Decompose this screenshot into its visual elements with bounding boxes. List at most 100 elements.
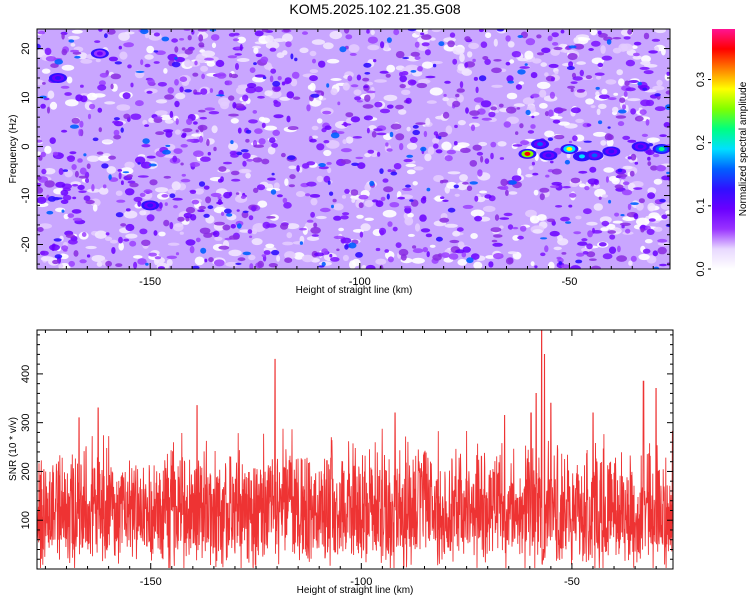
heatmap-speckle [575, 118, 584, 123]
heatmap-speckle [163, 219, 170, 227]
heatmap-speckle [455, 93, 460, 98]
heatmap-speckle [240, 149, 249, 153]
heatmap-speckle [530, 261, 535, 267]
heatmap-speckle [50, 63, 59, 68]
heatmap-speckle [344, 244, 349, 250]
heatmap-speckle [133, 261, 138, 269]
heatmap-speckle [419, 214, 427, 222]
heatmap-speckle [409, 80, 417, 85]
heatmap-speckle [429, 87, 443, 96]
heatmap-speckle [470, 124, 476, 132]
heatmap-speckle [460, 147, 471, 153]
heatmap-y-tick-label: 0 [20, 143, 32, 149]
heatmap-speckle [172, 155, 178, 163]
heatmap-speckle [161, 36, 170, 42]
heatmap-speckle [401, 89, 411, 96]
heatmap-speckle [406, 126, 411, 132]
heatmap-speckle [97, 84, 107, 91]
heatmap-speckle [330, 132, 340, 139]
snr-x-ticks: -150 -100 -50 [44, 330, 657, 588]
heatmap-speckle [191, 265, 200, 269]
heatmap-speckle [184, 89, 193, 93]
heatmap-speckle [554, 134, 565, 140]
heatmap-speckle [254, 86, 263, 93]
heatmap-speckle [616, 255, 627, 262]
heatmap-speckle [621, 224, 625, 229]
heatmap-speckle [283, 202, 292, 209]
heatmap-speckle [341, 195, 347, 199]
heatmap-speckle [264, 90, 273, 97]
heatmap-speckle [173, 205, 178, 209]
heatmap-speckle [330, 78, 342, 81]
heatmap-speckle [570, 88, 574, 93]
heatmap-speckle [309, 50, 317, 57]
heatmap-speckle [567, 53, 578, 60]
heatmap-speckle [386, 193, 390, 200]
heatmap-speckle [420, 197, 427, 204]
heatmap-speckle [548, 109, 554, 117]
heatmap-speckle [665, 210, 670, 215]
heatmap-speckle [295, 191, 306, 197]
heatmap-speckle [490, 227, 502, 233]
heatmap-speckle [194, 188, 204, 195]
heatmap-speckle [321, 91, 325, 97]
heatmap-speckle [324, 125, 332, 130]
heatmap-y-ticks: -20 -10 0 10 20 [20, 28, 670, 265]
heatmap-speckle [505, 61, 511, 66]
heatmap-speckle [306, 104, 311, 112]
heatmap-speckle [61, 64, 75, 71]
heatmap-speckle [536, 34, 542, 39]
heatmap-speckle [575, 215, 582, 220]
heatmap-speckle [350, 84, 359, 88]
heatmap-speckle [37, 227, 44, 232]
heatmap-speckle [78, 190, 87, 193]
heatmap-speckle [62, 249, 68, 252]
heatmap-speckle [272, 80, 281, 87]
heatmap-speckle [120, 223, 127, 227]
heatmap-speckle [185, 239, 196, 246]
heatmap-speckle [506, 92, 518, 100]
heatmap-speckle [619, 222, 631, 226]
heatmap-speckle [284, 251, 296, 260]
heatmap-speckle [490, 106, 498, 111]
heatmap-speckle [444, 80, 451, 84]
heatmap-speckle [500, 178, 508, 187]
heatmap-speckle [43, 97, 50, 101]
heatmap-speckle [552, 42, 559, 46]
heatmap-speckle [47, 106, 50, 114]
heatmap-speckle [314, 90, 323, 93]
heatmap-speckle [624, 80, 630, 86]
heatmap-speckle [271, 142, 278, 148]
heatmap-speckle [204, 258, 208, 263]
heatmap-speckle [416, 82, 428, 89]
heatmap-speckle [506, 106, 517, 114]
heatmap-speckle [339, 46, 347, 53]
heatmap-speckle [110, 83, 114, 90]
heatmap-speckle [333, 235, 344, 240]
heatmap-speckle [507, 80, 514, 84]
heatmap-speckle [387, 221, 393, 227]
heatmap-speckle [524, 63, 528, 66]
heatmap-speckle [272, 129, 281, 136]
heatmap-speckle [135, 156, 146, 164]
heatmap-speckle [204, 57, 214, 61]
heatmap-speckle [282, 50, 288, 56]
heatmap-speckle [561, 264, 571, 269]
heatmap-speckle [186, 138, 195, 142]
heatmap-speckle [104, 236, 113, 241]
heatmap-speckle [349, 52, 357, 56]
heatmap-speckle [309, 69, 319, 74]
heatmap-speckle [257, 95, 265, 99]
heatmap-speckle [583, 140, 592, 143]
heatmap-speckle [282, 33, 293, 43]
heatmap-speckle [629, 170, 635, 177]
heatmap-speckle [101, 163, 109, 169]
heatmap-speckle [410, 51, 420, 57]
heatmap-speckle [648, 50, 658, 54]
heatmap-speckle [548, 63, 559, 68]
heatmap-speckle [366, 90, 376, 94]
heatmap-speckle [367, 149, 375, 154]
heatmap-speckle [265, 243, 275, 248]
heatmap-speckle [340, 215, 349, 220]
heatmap-speckle [366, 29, 370, 34]
